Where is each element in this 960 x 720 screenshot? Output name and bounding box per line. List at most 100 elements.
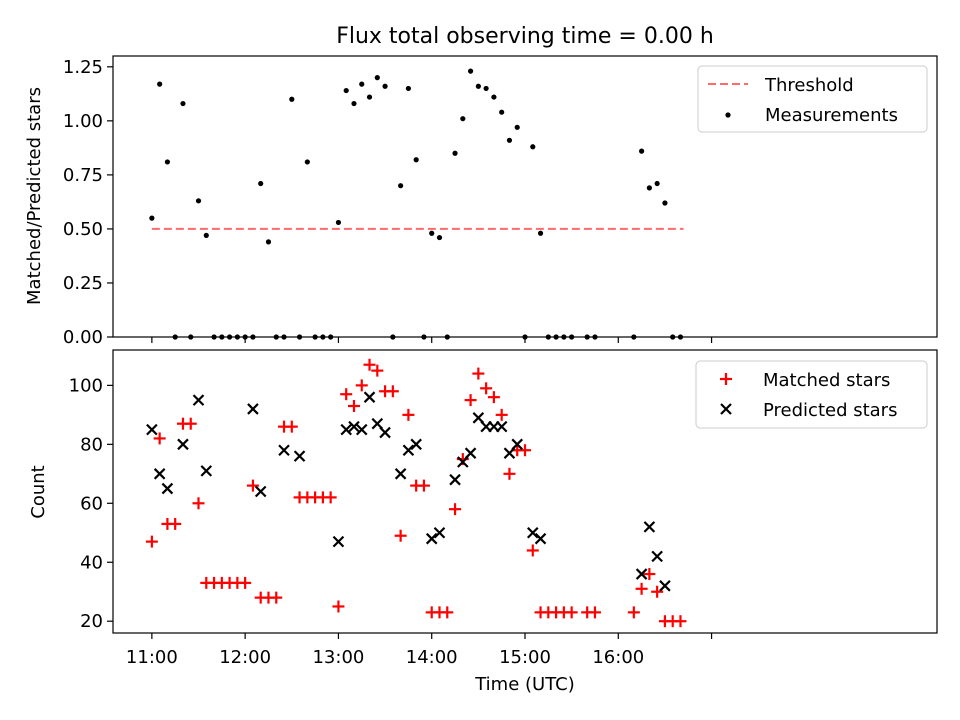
predicted-star-point (192, 394, 205, 406)
measurement-point (452, 150, 458, 156)
matched-star-point (184, 417, 197, 430)
matched-star-point (270, 591, 283, 604)
ratio-panel: 0.00 0.25 0.50 0.75 1.00 1.25 Matched/Predict… (24, 55, 938, 348)
measurement-point (359, 81, 365, 87)
predicted-star-point (464, 447, 477, 459)
count-y-tick-label: 40 (80, 552, 103, 573)
measurement-point (429, 230, 435, 236)
matched-star-point (643, 568, 656, 581)
predicted-star-point (355, 423, 368, 436)
measurement-point (491, 94, 497, 100)
matched-star-point (239, 576, 252, 589)
measurement-point (304, 159, 310, 165)
measurement-point (662, 200, 668, 206)
measurement-point (475, 83, 481, 89)
measurement-point (382, 83, 388, 89)
count-x-tick-label: 11:00 (126, 647, 178, 668)
matched-star-point (464, 394, 477, 407)
threshold-legend-label: Threshold (764, 75, 854, 96)
matched-star-point (480, 382, 493, 395)
predicted-star-point (526, 526, 539, 539)
measurement-point (366, 94, 373, 100)
predicted-star-point (293, 450, 306, 462)
predicted-star-point (332, 535, 345, 548)
measurements-legend-label: Measurements (765, 105, 898, 126)
matched-legend-label: Matched stars (763, 370, 890, 391)
matched-star-point (417, 479, 430, 492)
matched-star-point (169, 517, 182, 530)
count-legend-box (695, 360, 928, 429)
measurement-point (639, 148, 645, 154)
measurement-point (335, 219, 342, 226)
matched-star-point (472, 367, 485, 380)
ratio-y-tick-label: 0.25 (63, 273, 103, 294)
measurement-point (506, 137, 513, 143)
ratio-y-tick-label: 1.25 (63, 57, 103, 78)
matched-legend-swatch (720, 373, 732, 385)
matched-star-point (503, 467, 516, 480)
predicted-star-point (651, 550, 663, 563)
count-x-tick-label: 16:00 (592, 647, 644, 668)
measurement-point (514, 124, 520, 130)
predicted-star-point (643, 521, 656, 533)
predicted-star-point (200, 465, 213, 477)
measurement-point (483, 85, 489, 92)
ratio-y-tick-label: 0.50 (63, 219, 103, 240)
predicted-star-point (278, 444, 290, 457)
measurement-point (413, 157, 419, 163)
predicted-star-point (449, 473, 461, 486)
measurement-point (374, 75, 380, 81)
matched-star-point (487, 391, 500, 404)
measurement-point (654, 180, 660, 187)
matched-star-point (565, 606, 578, 619)
predicted-star-point (146, 423, 158, 436)
count-x-tick-label: 15:00 (499, 647, 551, 668)
ratio-legend: Threshold Measurements (697, 65, 928, 133)
measurement-point (265, 239, 272, 245)
matched-star-point (371, 364, 384, 377)
count-y-axis-label: Count (28, 465, 49, 518)
count-legend: Matched stars Predicted stars (695, 360, 928, 429)
measurement-point (195, 198, 202, 204)
matched-star-point (495, 408, 508, 421)
matched-star-point (332, 600, 345, 613)
predicted-star-point (659, 580, 671, 592)
matched-star-point (627, 606, 640, 619)
predicted-legend-swatch (720, 403, 732, 415)
ratio-y-axis: 0.00 0.25 0.50 0.75 1.00 1.25 (63, 57, 113, 348)
predicted-star-point (425, 532, 438, 545)
predicted-star-point (495, 420, 508, 433)
matched-star-point (386, 385, 399, 398)
matched-star-point (145, 535, 158, 548)
measurement-point (436, 234, 443, 241)
count-x-tick-label: 13:00 (312, 647, 364, 668)
matched-star-point (153, 432, 166, 445)
matched-star-point (246, 479, 259, 492)
count-y-tick-label: 80 (80, 434, 103, 455)
matched-star-point (324, 491, 337, 504)
measurement-point (289, 96, 295, 102)
ratio-y-tick-label: 1.00 (63, 111, 103, 132)
count-y-tick-label: 60 (80, 493, 103, 514)
matched-star-point (394, 529, 407, 542)
matched-star-point (449, 503, 462, 516)
predicted-star-point (433, 526, 446, 539)
measurements-legend-swatch (725, 112, 731, 118)
measurement-point (164, 159, 171, 165)
measurement-point (398, 183, 404, 189)
matched-star-point (285, 420, 298, 433)
count-y-tick-label: 20 (80, 611, 103, 632)
ratio-legend-box (697, 65, 928, 133)
matched-star-point (526, 544, 539, 557)
matched-star-point (402, 408, 415, 421)
predicted-star-point (635, 568, 648, 580)
predicted-star-point (410, 438, 422, 451)
measurement-point (460, 116, 466, 122)
predicted-star-point (379, 426, 391, 439)
matched-star-point (340, 388, 353, 401)
measurement-point (646, 185, 652, 191)
predicted-star-point (348, 420, 360, 433)
matched-star-point (674, 615, 687, 628)
matched-star-point (441, 606, 454, 619)
